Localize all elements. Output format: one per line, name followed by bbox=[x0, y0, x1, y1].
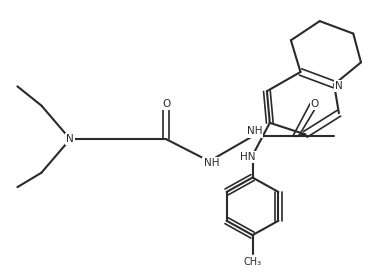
Text: NH: NH bbox=[204, 158, 219, 168]
Text: N: N bbox=[66, 134, 74, 144]
Text: N: N bbox=[335, 81, 343, 91]
Text: HN: HN bbox=[240, 152, 255, 162]
Text: NH: NH bbox=[247, 127, 262, 136]
Text: O: O bbox=[162, 99, 170, 109]
Text: O: O bbox=[311, 99, 319, 109]
Text: CH₃: CH₃ bbox=[243, 257, 262, 267]
